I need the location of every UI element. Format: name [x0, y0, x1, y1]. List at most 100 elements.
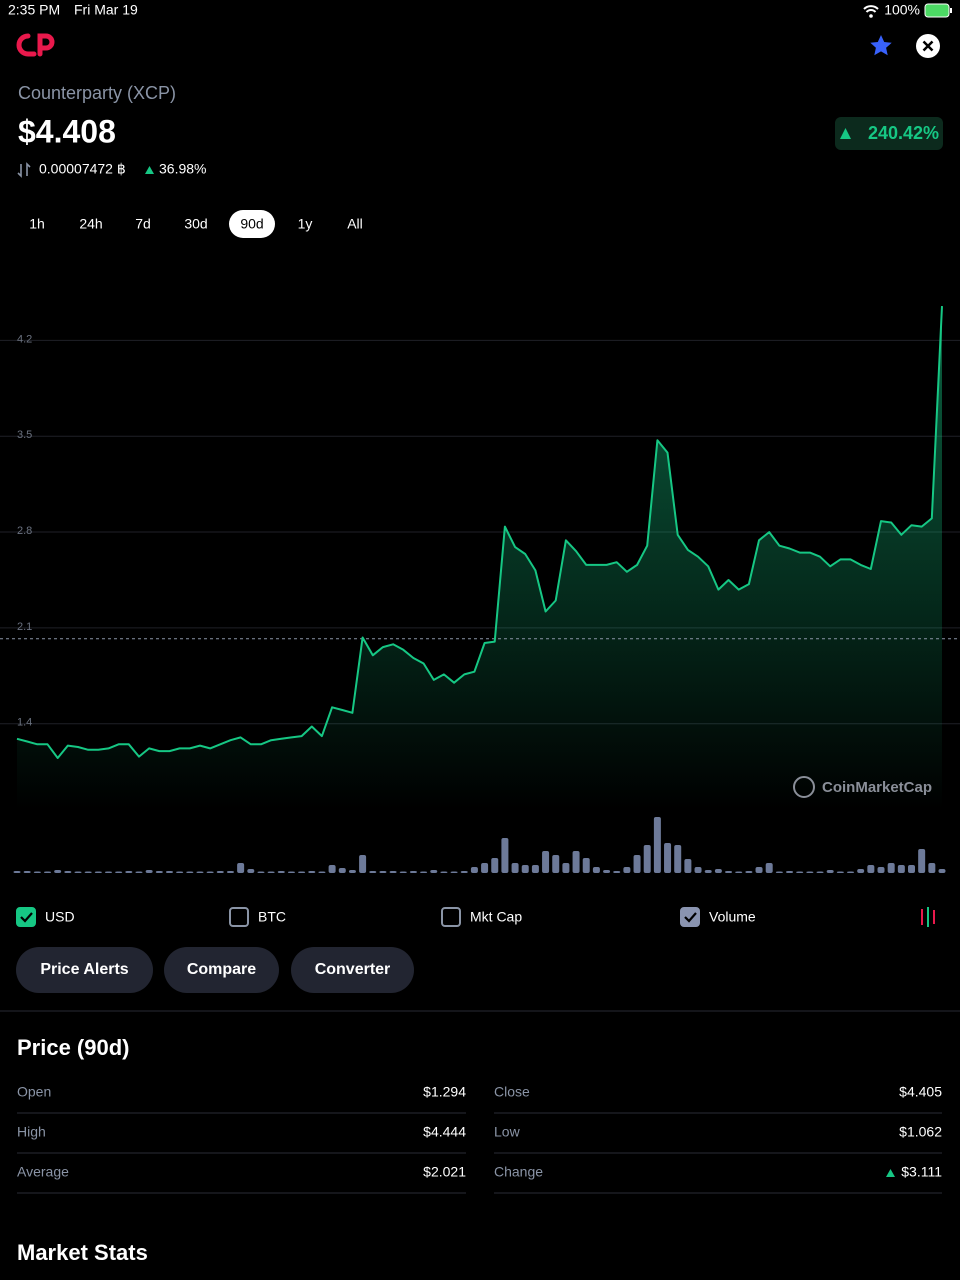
volume-bar [592, 867, 600, 873]
volume-bar [938, 869, 946, 873]
volume-bar [125, 871, 133, 873]
volume-bar [135, 871, 143, 873]
volume-bar [257, 871, 265, 873]
stat-value: $4.405 [899, 1084, 942, 1100]
volume-bar [877, 867, 885, 873]
btc-price: 0.00007472 ฿ [39, 161, 126, 177]
watermark: CoinMarketCap [822, 779, 932, 796]
up-arrow [145, 166, 154, 174]
price-line [16, 306, 943, 759]
battery-tip [950, 8, 952, 13]
time-range-tabs: 1h 24h 7d 30d 90d 1y All [29, 210, 363, 238]
range-option[interactable]: 7d [135, 216, 151, 232]
volume-bar [623, 867, 631, 873]
checkbox[interactable] [680, 907, 700, 927]
volume-bar [338, 868, 346, 873]
button-label[interactable]: Compare [187, 961, 256, 978]
candle-icon[interactable] [921, 907, 935, 927]
button-label[interactable]: Price Alerts [40, 961, 128, 978]
range-selected-pill[interactable] [229, 210, 275, 238]
volume-bar [542, 851, 550, 873]
volume-bar [836, 871, 844, 873]
volume-bar [216, 871, 224, 873]
checkbox[interactable] [229, 907, 249, 927]
volume-bar [745, 871, 753, 873]
app-logo[interactable] [16, 33, 55, 57]
volume-bar [328, 865, 336, 873]
range-option[interactable]: 24h [79, 216, 102, 232]
up-arrow [886, 1169, 895, 1177]
battery-level: 100% [884, 2, 920, 18]
volume-bar [318, 871, 326, 873]
range-option[interactable]: 1h [29, 216, 45, 232]
close-icon [922, 40, 934, 52]
volume-bar [74, 871, 82, 873]
volume-bar [186, 871, 194, 873]
volume-bar [389, 871, 397, 873]
action-button[interactable] [291, 947, 414, 993]
volume-bar [491, 858, 499, 873]
volume-bar [928, 863, 936, 873]
volume-bar [725, 871, 733, 873]
range-option[interactable]: All [347, 216, 363, 232]
volume-bar [481, 863, 489, 873]
volume-bar [267, 871, 275, 873]
volume-bar [918, 849, 926, 873]
wifi-dot [869, 14, 873, 18]
stat-label: Low [494, 1124, 521, 1140]
volume-bar [664, 843, 672, 873]
volume-bar [674, 845, 682, 873]
chart-toggles: USD BTC Mkt Cap Volume [16, 907, 756, 927]
volume-bar [796, 871, 804, 873]
volume-bar [531, 865, 539, 873]
volume-bar [206, 871, 214, 873]
action-button[interactable] [164, 947, 279, 993]
checkbox[interactable] [16, 907, 36, 927]
volume-bar [653, 817, 661, 873]
price-area [17, 306, 942, 810]
volume-bar [226, 871, 234, 873]
volume-bar [277, 871, 285, 873]
volume-bar [84, 871, 92, 873]
toggle-label[interactable]: Mkt Cap [470, 909, 522, 925]
y-tick-label: 2.8 [17, 525, 32, 537]
volume-bar [552, 855, 560, 873]
volume-bar [145, 870, 153, 873]
toggle-label[interactable]: USD [45, 909, 75, 925]
volume-bar [643, 845, 651, 873]
stat-value: $3.111 [901, 1164, 942, 1180]
volume-bar [857, 869, 865, 873]
checkbox[interactable] [441, 907, 461, 927]
volume-bar [54, 870, 62, 873]
swap-icon [17, 162, 31, 178]
range-option[interactable]: 1y [298, 216, 313, 232]
checkmark [20, 912, 33, 923]
volume-bar [237, 863, 245, 873]
range-option[interactable]: 90d [240, 216, 263, 232]
wifi-icon [863, 5, 879, 13]
toggle-label[interactable]: Volume [709, 909, 756, 925]
stat-label: Close [494, 1084, 530, 1100]
volume-bar [521, 865, 529, 873]
action-button[interactable] [16, 947, 153, 993]
volume-bar [43, 871, 51, 873]
y-tick-label: 2.1 [17, 621, 32, 633]
volume-bar [440, 871, 448, 873]
button-label[interactable]: Converter [315, 961, 391, 978]
volume-bar [897, 865, 905, 873]
volume-bar [582, 858, 590, 873]
stat-label: Open [17, 1084, 51, 1100]
volume-bar [694, 867, 702, 873]
volume-bar [64, 871, 72, 873]
volume-bar [420, 871, 428, 873]
volume-bar [867, 865, 875, 873]
volume-bar [460, 871, 468, 873]
toggle-label[interactable]: BTC [258, 909, 286, 925]
volume-bar [704, 870, 712, 873]
volume-bar [115, 871, 123, 873]
watchlist-star[interactable] [870, 35, 892, 56]
volume-bar [735, 871, 743, 873]
range-option[interactable]: 30d [184, 216, 207, 232]
